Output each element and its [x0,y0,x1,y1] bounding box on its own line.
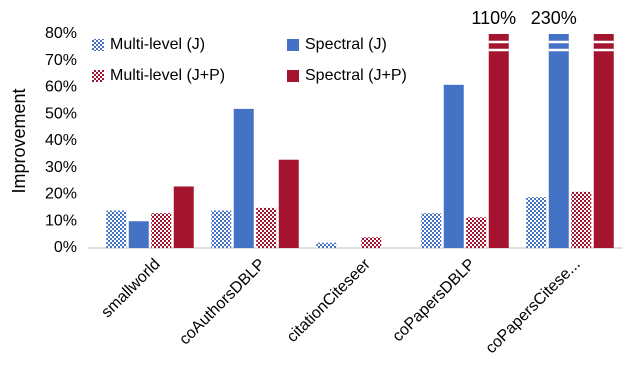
bar [361,237,382,248]
legend-swatch [92,39,104,51]
y-tick-label: 20% [45,186,77,203]
bar [173,186,194,248]
x-tick-label: coPapersCitese... [482,256,583,357]
bar [128,221,149,248]
bar [316,242,337,248]
legend-label: Multi-level (J) [110,36,205,53]
bar [593,34,614,248]
legend-swatch [287,70,299,82]
legend-swatch [92,70,104,82]
bar [548,34,569,248]
bar [256,207,277,248]
x-tick-label: coPapersDBLP [389,256,478,345]
y-tick-label: 30% [45,159,77,176]
y-tick-label: 10% [45,212,77,229]
bar [488,34,509,248]
bar [571,191,592,248]
x-tick-label: citationCiteseer [284,255,374,345]
y-tick-label: 0% [54,239,77,256]
x-tick-label: coAuthorsDBLP [176,256,269,349]
bar [106,210,127,248]
value-label: 110% [471,8,516,28]
legend-label: Multi-level (J+P) [110,67,225,84]
y-axis-title: Improvement [9,88,29,193]
y-tick-label: 80% [45,25,77,42]
bar [526,197,547,248]
bar [278,159,299,248]
value-label: 230% [531,8,577,28]
x-tick-label: smallworld [98,256,163,321]
bars [106,34,614,249]
bar [466,217,487,248]
y-tick-label: 50% [45,105,77,122]
legend-swatch [287,39,299,51]
legend-label: Spectral (J+P) [305,67,407,84]
bar [151,213,172,248]
y-tick-label: 40% [45,132,77,149]
legend-label: Spectral (J) [305,36,387,53]
bar [421,213,442,248]
bar [211,210,232,248]
bar [443,84,464,248]
bar [233,108,254,249]
y-tick-label: 60% [45,79,77,96]
y-tick-label: 70% [45,52,77,69]
